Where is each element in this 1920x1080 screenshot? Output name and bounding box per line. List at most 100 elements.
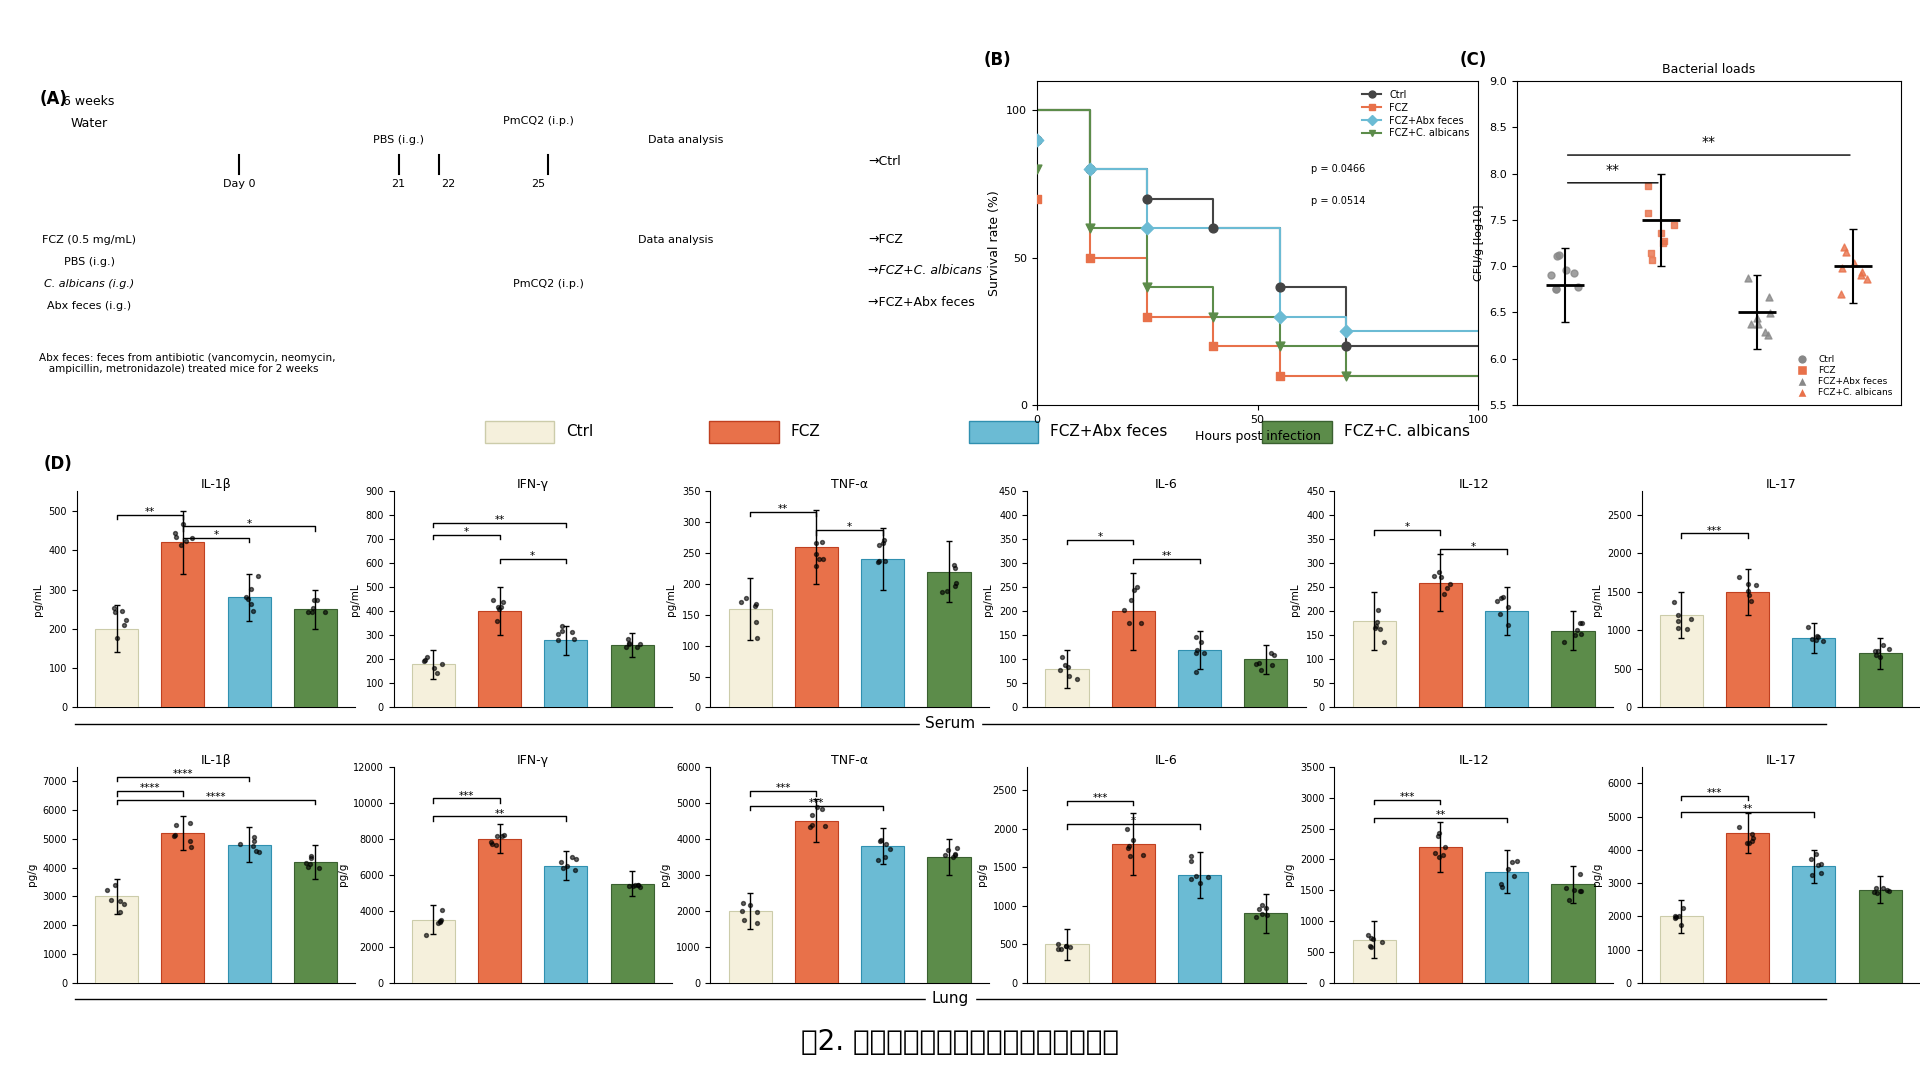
Bar bbox=[228, 845, 271, 983]
Text: ***: *** bbox=[459, 791, 474, 800]
Point bbox=[1807, 855, 1837, 873]
Text: **: ** bbox=[144, 507, 156, 516]
Text: (D): (D) bbox=[44, 456, 71, 473]
Point bbox=[488, 826, 518, 843]
Point bbox=[1486, 875, 1517, 892]
Point bbox=[1845, 266, 1876, 283]
Point bbox=[1801, 627, 1832, 645]
Point bbox=[225, 836, 255, 853]
Bar bbox=[927, 571, 972, 707]
Point bbox=[244, 843, 275, 861]
Title: IL-17: IL-17 bbox=[1764, 478, 1797, 491]
Text: 21: 21 bbox=[392, 178, 405, 189]
Point bbox=[810, 818, 841, 835]
Bar bbox=[478, 611, 520, 707]
Point bbox=[1501, 853, 1532, 870]
Point bbox=[177, 529, 207, 546]
Point bbox=[726, 903, 756, 920]
Point bbox=[1331, 367, 1361, 384]
Text: ****: **** bbox=[205, 792, 227, 802]
Bar bbox=[1419, 582, 1461, 707]
Point bbox=[795, 819, 826, 836]
Bar bbox=[1859, 890, 1903, 983]
Point bbox=[1632, 177, 1663, 194]
Point bbox=[161, 816, 192, 834]
Point bbox=[1046, 941, 1077, 958]
Bar bbox=[1352, 621, 1396, 707]
Y-axis label: pg/g: pg/g bbox=[660, 863, 670, 887]
Text: *: * bbox=[1131, 816, 1137, 826]
Bar bbox=[795, 546, 837, 707]
Point bbox=[1114, 837, 1144, 854]
Point bbox=[806, 800, 837, 818]
Text: *: * bbox=[1471, 542, 1476, 552]
Point bbox=[426, 656, 457, 673]
Point bbox=[1331, 323, 1361, 340]
Point bbox=[1486, 590, 1517, 607]
Point bbox=[1365, 620, 1396, 637]
Point bbox=[741, 613, 772, 631]
Point bbox=[624, 878, 655, 895]
Point bbox=[797, 816, 828, 834]
Point bbox=[236, 581, 267, 598]
Bar bbox=[927, 856, 972, 983]
Text: FCZ: FCZ bbox=[791, 424, 820, 440]
Point bbox=[1425, 824, 1455, 841]
Point bbox=[1121, 579, 1152, 596]
Text: Lung: Lung bbox=[931, 991, 970, 1007]
Point bbox=[1075, 161, 1106, 178]
Point bbox=[1801, 846, 1832, 863]
Point bbox=[545, 853, 576, 870]
Text: **: ** bbox=[495, 515, 505, 525]
Point bbox=[618, 878, 649, 895]
Point bbox=[728, 912, 758, 929]
Point bbox=[1559, 264, 1590, 281]
Text: Serum: Serum bbox=[925, 716, 975, 731]
Point bbox=[1419, 845, 1450, 862]
Bar bbox=[294, 862, 338, 983]
Text: ***: *** bbox=[1707, 788, 1722, 798]
Title: IL-6: IL-6 bbox=[1156, 754, 1177, 767]
Point bbox=[1565, 615, 1596, 632]
Point bbox=[1486, 879, 1517, 896]
Point bbox=[1181, 645, 1212, 662]
Point bbox=[1434, 576, 1465, 593]
Point bbox=[1540, 281, 1571, 298]
Point bbox=[486, 827, 516, 845]
Point bbox=[1062, 670, 1092, 687]
Point bbox=[874, 840, 904, 858]
Bar bbox=[1726, 834, 1768, 983]
Point bbox=[612, 630, 643, 647]
Bar bbox=[1179, 875, 1221, 983]
Point bbox=[1741, 309, 1772, 326]
Text: FCZ+C. albicans: FCZ+C. albicans bbox=[1344, 424, 1469, 440]
Point bbox=[1567, 613, 1597, 631]
Point bbox=[1860, 647, 1891, 664]
Point bbox=[862, 852, 893, 869]
Text: p = 0.0466: p = 0.0466 bbox=[1311, 164, 1365, 174]
Point bbox=[1423, 827, 1453, 845]
Point bbox=[1482, 593, 1513, 610]
Point bbox=[242, 567, 273, 584]
Bar bbox=[1551, 885, 1596, 983]
Point bbox=[543, 625, 574, 643]
Point bbox=[1492, 616, 1523, 633]
Point bbox=[1244, 901, 1275, 918]
Point bbox=[1419, 567, 1450, 584]
Point bbox=[159, 826, 190, 843]
Point bbox=[1500, 867, 1530, 885]
Point bbox=[476, 833, 507, 850]
Point bbox=[296, 850, 326, 867]
Title: IL-12: IL-12 bbox=[1459, 478, 1488, 491]
Point bbox=[1252, 906, 1283, 923]
Point bbox=[1732, 575, 1763, 592]
Title: TNF-α: TNF-α bbox=[831, 478, 868, 491]
Point bbox=[1432, 579, 1463, 596]
Point bbox=[1021, 132, 1052, 149]
Y-axis label: pg/mL: pg/mL bbox=[1592, 583, 1601, 616]
Bar bbox=[862, 559, 904, 707]
Point bbox=[1192, 868, 1223, 886]
Text: Data analysis: Data analysis bbox=[637, 235, 714, 245]
Point bbox=[1356, 939, 1386, 956]
Point bbox=[292, 603, 323, 620]
